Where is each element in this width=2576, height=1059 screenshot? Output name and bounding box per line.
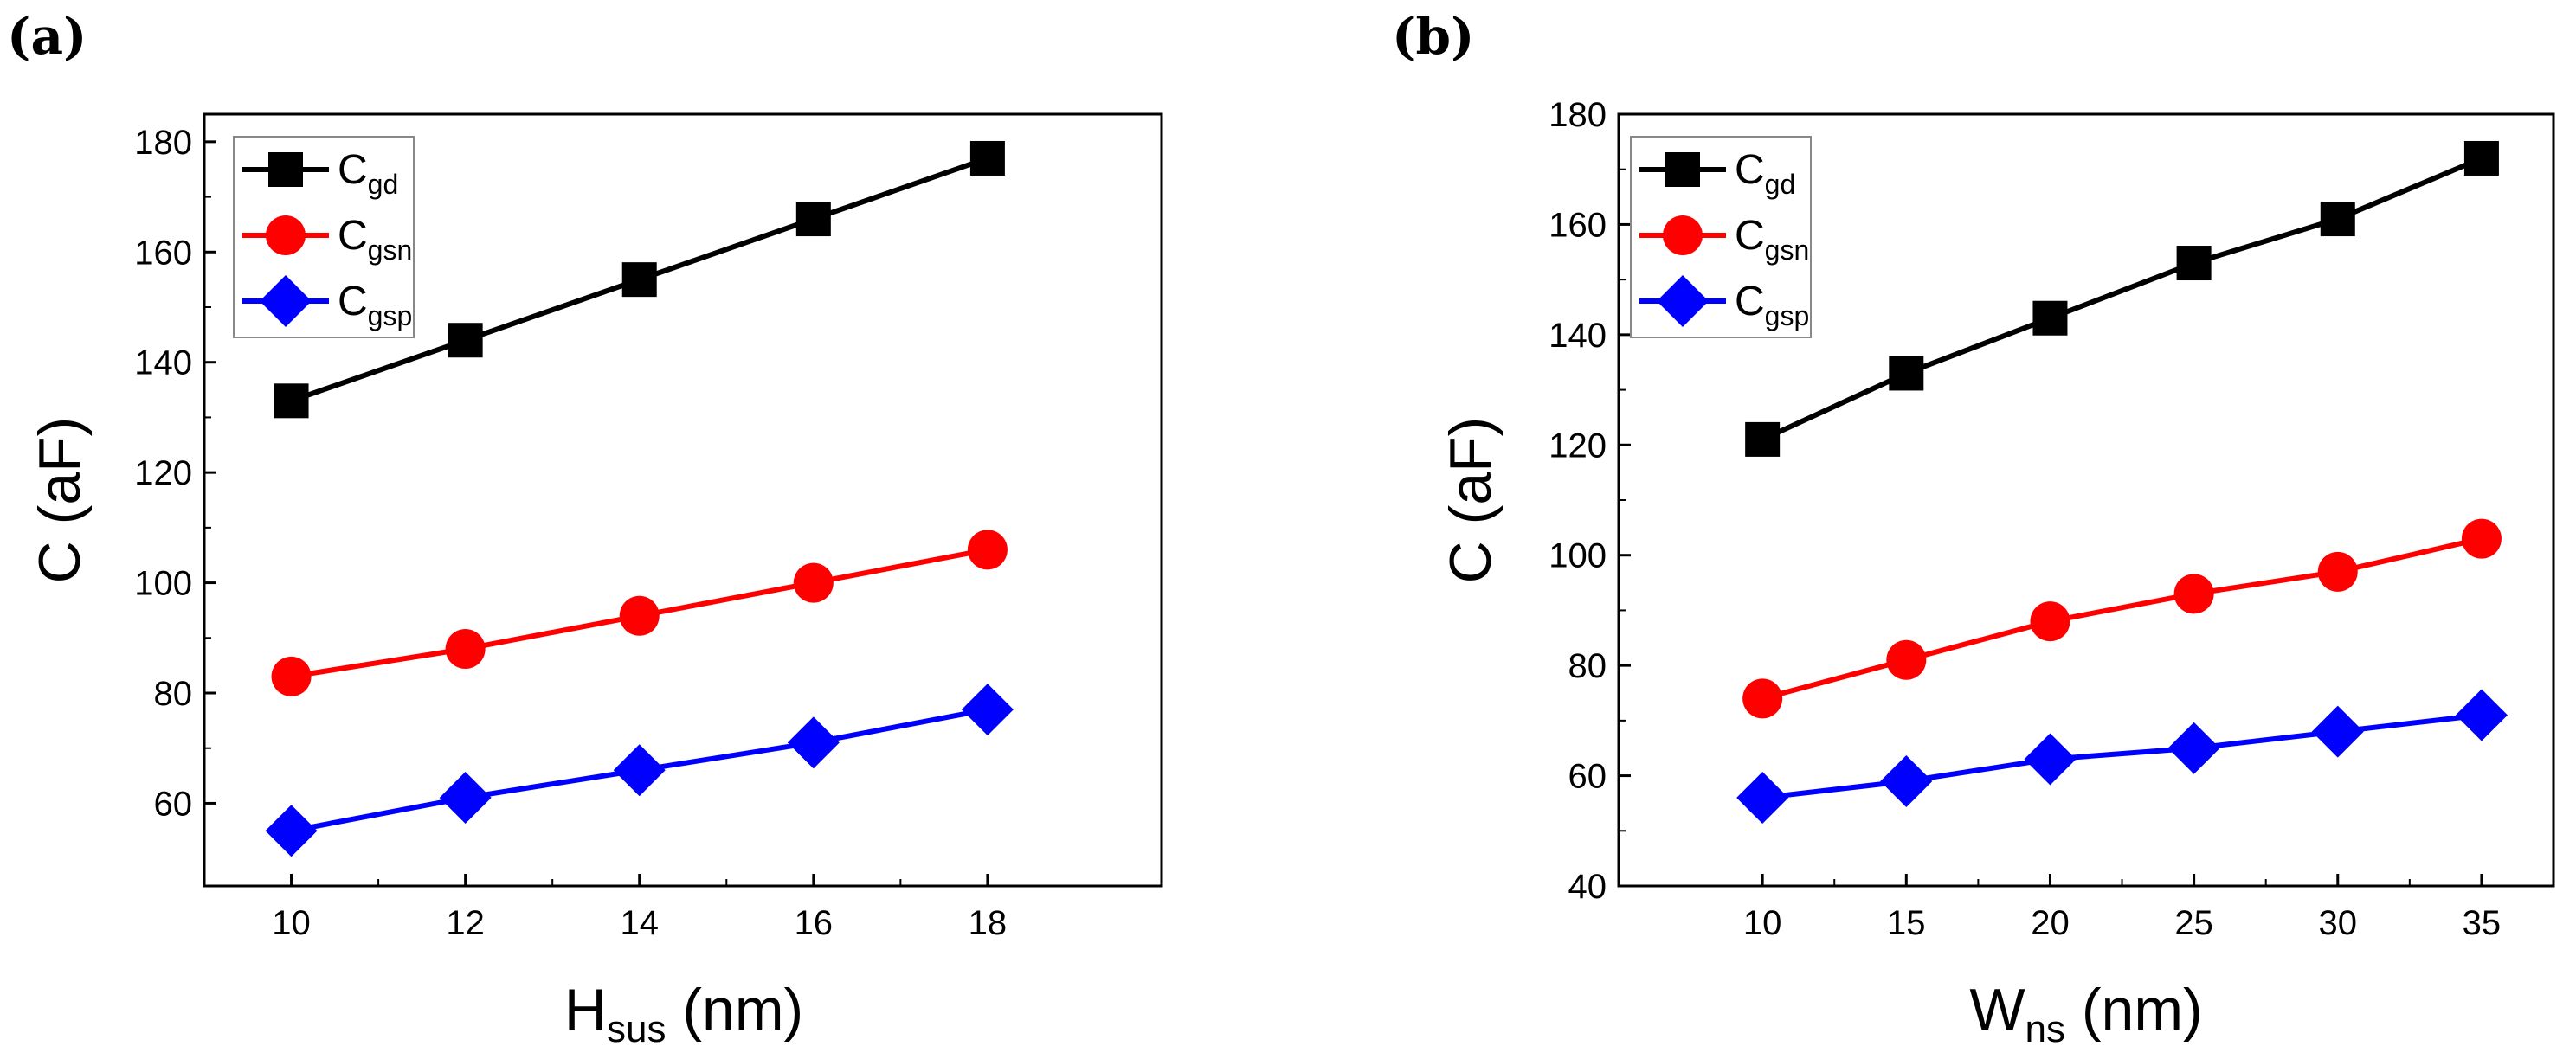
panel-a-data-point-gsp — [613, 744, 666, 797]
panel-b-data-point-gsp — [1736, 772, 1789, 825]
panel-b-legend-label-gsn: Cgsn — [1735, 213, 1809, 266]
panel-a-data-point-gsn — [619, 595, 660, 636]
panel-a-y-axis-title: C (aF) — [27, 417, 93, 584]
panel-b-series-line-gd — [1761, 156, 2483, 442]
panel-a-data-point-gd — [448, 323, 483, 358]
panel-b-data-point-gsn — [2030, 601, 2070, 642]
panel-a-data-point-gsp — [265, 805, 318, 857]
panel-a-y-tick-label: 160 — [134, 234, 192, 272]
panel-a-legend-marker-gd — [268, 152, 303, 187]
panel-b-data-point-gsn — [2174, 574, 2214, 614]
panel-a-x-tick-label: 16 — [795, 904, 834, 942]
panel-b-legend: Cgd Cgsn Cgsp — [1630, 136, 1812, 338]
panel-b-y-tick-label: 140 — [1549, 317, 1607, 355]
panel-b-legend-marker-gsp — [1657, 275, 1709, 327]
panel-b-data-point-gsp — [2024, 733, 2077, 786]
panel-b-data-point-gd — [2320, 202, 2355, 237]
panel-a-data-point-gsn — [793, 562, 834, 603]
panel-b-legend-label-gd: Cgd — [1735, 147, 1795, 200]
panel-b-y-tick-label: 40 — [1568, 868, 1607, 906]
panel-b-data-point-gsp — [1880, 754, 1933, 807]
panel-b-data-point-gd — [2032, 300, 2068, 336]
panel-a-legend: Cgd Cgsn Cgsp — [233, 136, 415, 338]
panel-a-y-tick-label: 120 — [134, 454, 192, 492]
panel-b-series-line-gsn — [1761, 536, 2483, 702]
panel-a-data-point-gd — [969, 140, 1005, 176]
panel-b-legend-marker-gd — [1665, 152, 1700, 187]
panel-b-y-tick-label: 80 — [1568, 647, 1607, 685]
panel-a-y-tick-label: 100 — [134, 565, 192, 603]
panel-b-x-tick-label: 10 — [1743, 904, 1782, 942]
panel-b-data-point-gsp — [2167, 722, 2220, 774]
panel-b-x-tick-label: 15 — [1887, 904, 1926, 942]
panel-b-y-tick-label: 160 — [1549, 206, 1607, 244]
panel-b-data-point-gd — [2463, 140, 2499, 176]
panel-a-legend-label-gsp: Cgsp — [338, 279, 412, 331]
panel-a-legend-label-gd: Cgd — [338, 147, 398, 200]
panel-a-data-point-gsn — [445, 629, 486, 670]
panel-b-series-line-gsp — [1761, 712, 2483, 801]
panel-a-data-point-gd — [274, 383, 309, 419]
panel-a-series-gsp — [265, 684, 1014, 857]
panel-b-series-gd — [1745, 140, 2499, 457]
panel-a-series-gsn — [271, 530, 1008, 696]
panel-b-data-point-gd — [1745, 421, 1781, 457]
panel-b-y-tick-label: 180 — [1549, 96, 1607, 134]
panel-b-x-tick-label: 20 — [2031, 904, 2070, 942]
panel-a-data-point-gsn — [967, 530, 1008, 570]
panel-b-data-point-gsn — [2461, 518, 2502, 559]
panel-a-legend-label-gsn: Cgsn — [338, 213, 412, 266]
panel-b-x-axis-title: Wns (nm) — [1969, 977, 2202, 1050]
panel-b-data-point-gsp — [2311, 705, 2364, 758]
panel-a-chart: (a) 10 12 14 16 18 60 80 100 120 140 160 180 C (aF) Hs… — [7, 7, 1163, 1050]
panel-b-y-tick-label: 120 — [1549, 427, 1607, 465]
panel-b-series-gsp — [1736, 689, 2508, 825]
panel-a-legend-marker-gsn — [266, 215, 306, 255]
panel-a-legend-marker-gsp — [260, 275, 312, 327]
panel-b-data-point-gd — [1889, 356, 1924, 391]
panel-a-x-tick-label: 12 — [446, 904, 485, 942]
panel-a-y-tick-label: 140 — [134, 344, 192, 382]
panel-a-x-tick-label: 14 — [620, 904, 659, 942]
panel-a-data-point-gsp — [439, 772, 492, 825]
panel-b-y-tick-label: 60 — [1568, 758, 1607, 796]
panel-a-data-point-gd — [621, 262, 657, 298]
panel-a-y-tick-label: 180 — [134, 124, 192, 162]
panel-b-y-axis-title: C (aF) — [1438, 417, 1504, 584]
panel-a-data-point-gsn — [271, 656, 312, 696]
panel-a-x-axis-title: Hsus (nm) — [564, 977, 803, 1050]
panel-a-data-point-gsp — [961, 684, 1014, 736]
panel-b-data-point-gsp — [2455, 689, 2508, 741]
panel-a-plot-frame — [203, 112, 1163, 888]
panel-b-chart: (b) 10 15 20 25 30 35 40 60 80 100 120 140 160 180 C (a… — [1392, 7, 2555, 1050]
panel-b-x-tick-label: 25 — [2174, 904, 2213, 942]
panel-a-series-gd — [274, 140, 1005, 419]
panel-b-x-tick-label: 30 — [2319, 904, 2358, 942]
panel-a-y-tick-label: 80 — [154, 675, 193, 713]
panel-a-x-tick-label: 10 — [272, 904, 311, 942]
panel-b-label: (b) — [1392, 7, 1474, 66]
panel-b-data-point-gd — [2176, 246, 2212, 281]
panel-a-y-tick-label: 60 — [154, 785, 193, 823]
panel-b-data-point-gsn — [2317, 551, 2358, 592]
panel-a-label: (a) — [7, 7, 87, 66]
panel-a-data-point-gsp — [787, 716, 840, 769]
panel-b-legend-label-gsp: Cgsp — [1735, 279, 1809, 331]
panel-b-data-point-gsn — [1886, 639, 1927, 680]
panel-b-series-gsn — [1742, 518, 2502, 719]
panel-b-data-point-gsn — [1742, 678, 1783, 719]
panel-b-legend-marker-gsn — [1663, 215, 1703, 255]
panel-a-data-point-gd — [795, 202, 831, 237]
panel-b-y-tick-label: 100 — [1549, 537, 1607, 575]
panel-b-x-tick-label: 35 — [2463, 904, 2502, 942]
panel-a-x-tick-label: 18 — [969, 904, 1008, 942]
